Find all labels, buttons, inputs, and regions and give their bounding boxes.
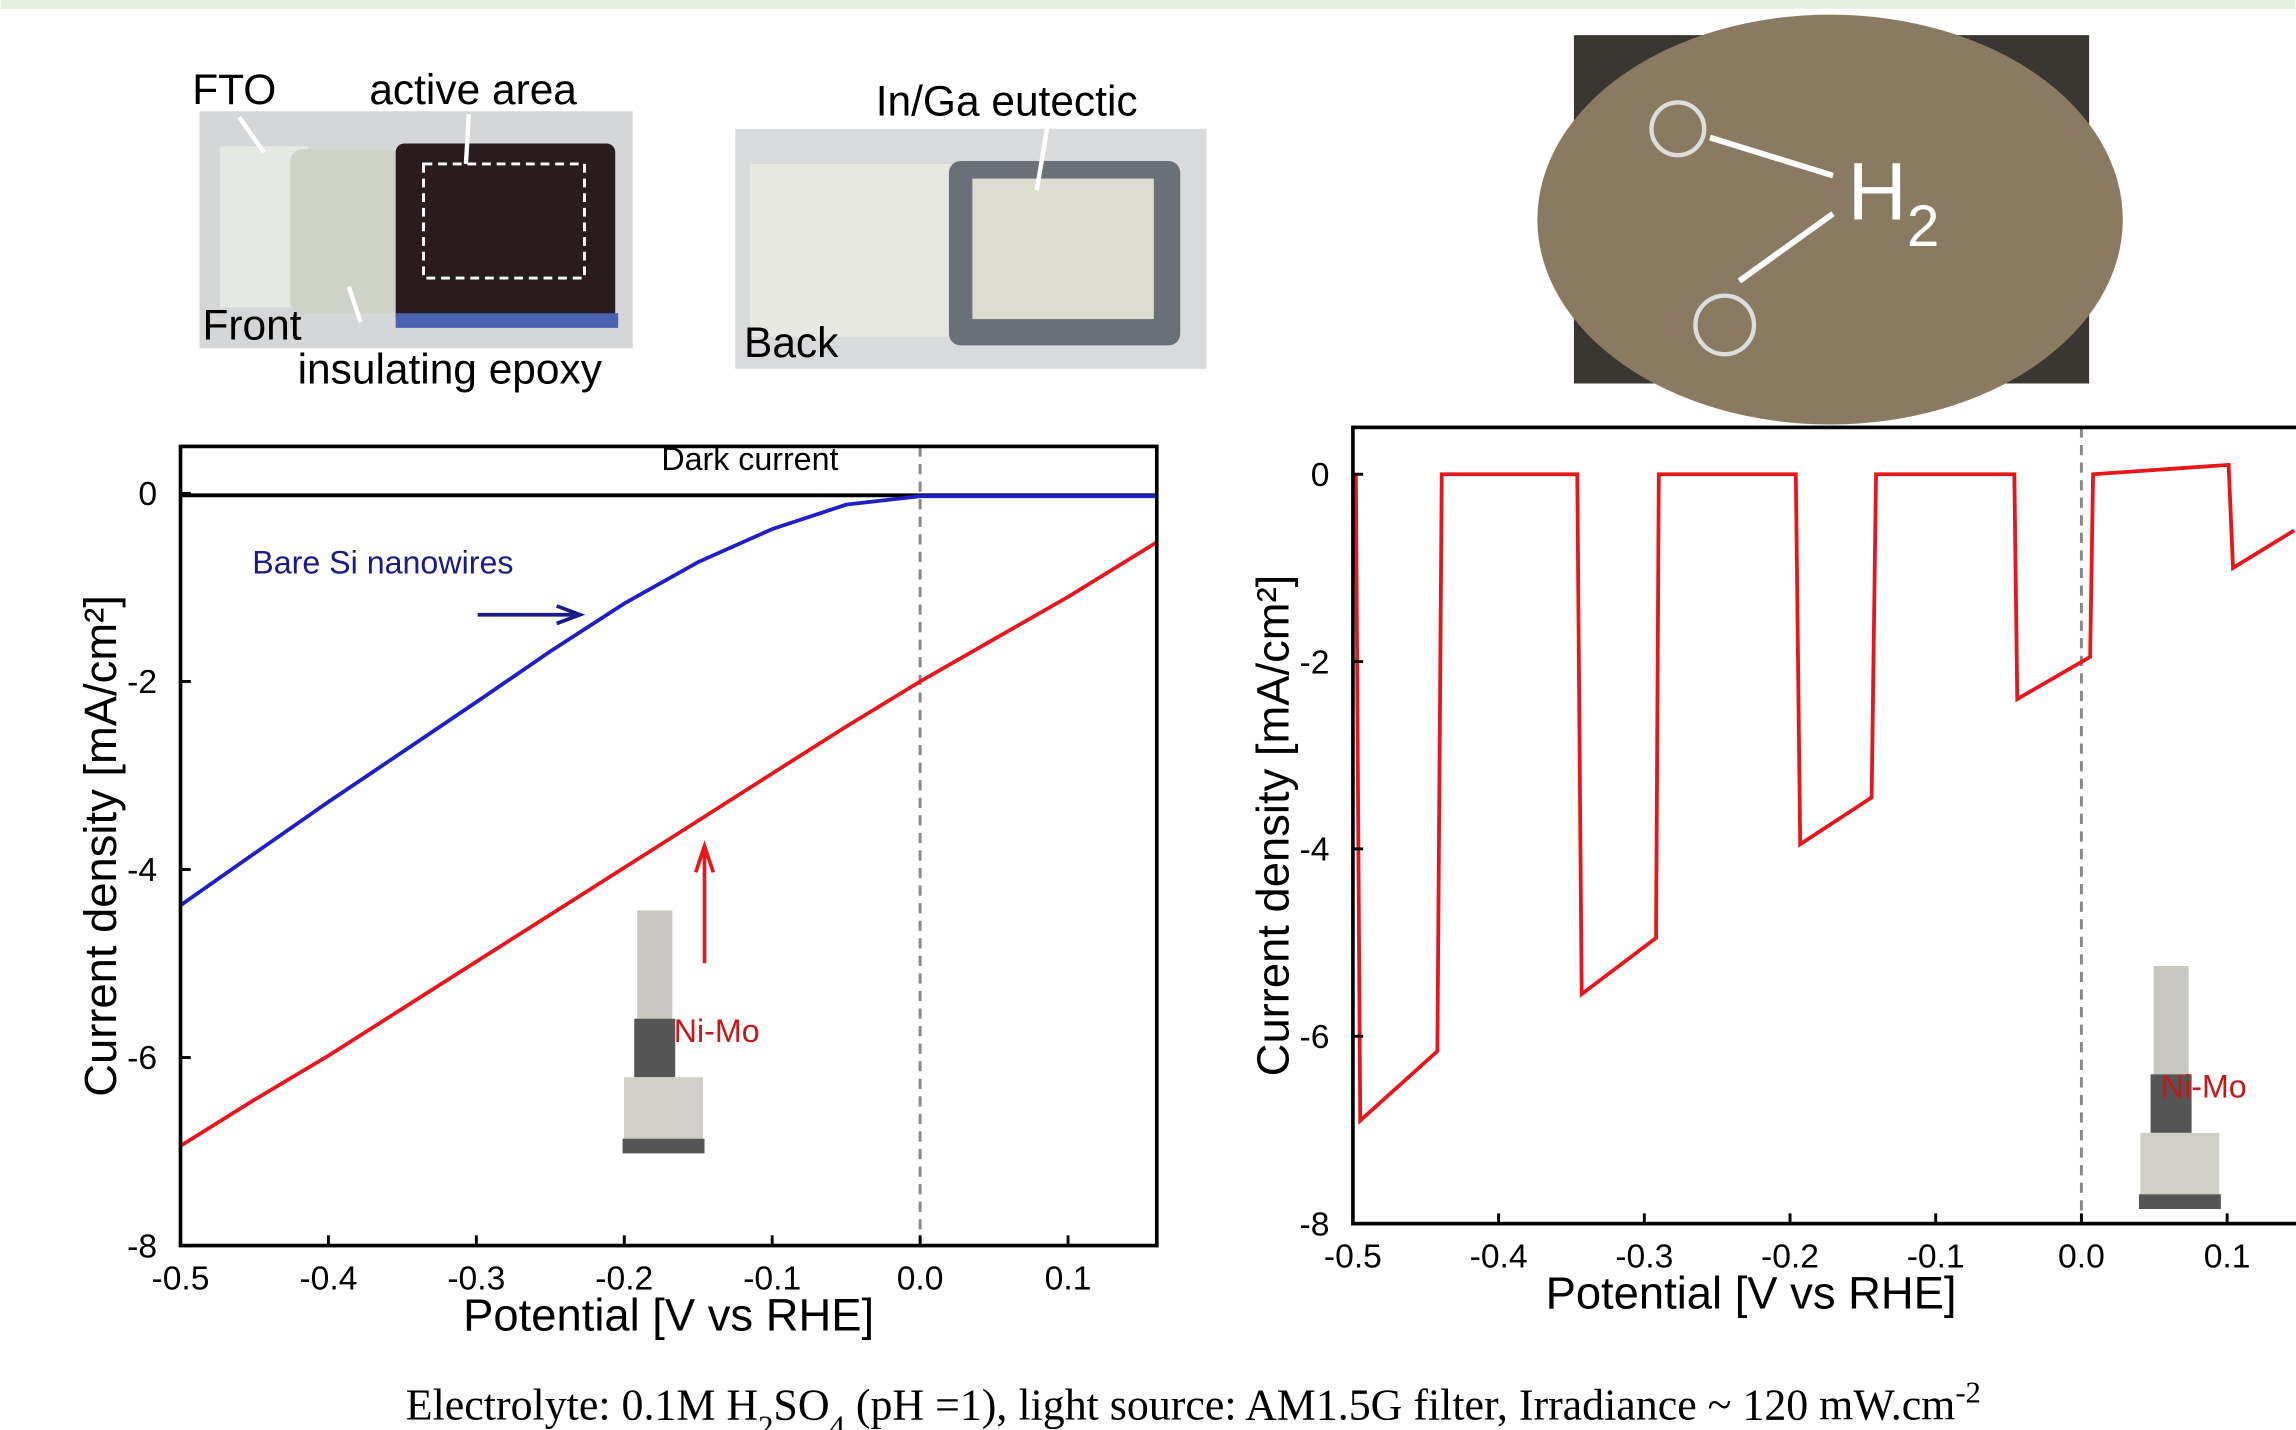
y-tick-label: 0 (1311, 457, 1330, 494)
x-tick-label: -0.4 (299, 1260, 357, 1297)
annotation: Ni-Mo (2161, 1069, 2247, 1105)
caption-part: (pH =1), light source: AM1.5G filter, Ir… (845, 1382, 1955, 1430)
caption-part: 4 (830, 1410, 845, 1430)
y-tick-label: -6 (127, 1040, 157, 1077)
x-tick-label: 0.0 (2058, 1239, 2105, 1276)
photo-label: insulating epoxy (298, 345, 603, 392)
x-tick-label: -0.5 (152, 1260, 210, 1297)
top-band (0, 0, 2295, 9)
arrow (696, 846, 714, 963)
x-tick-label: 0.1 (1045, 1260, 1092, 1297)
bubble-label-main: H (1848, 147, 1907, 238)
y-axis-label: Current density [mA/cm²] (1248, 575, 1299, 1077)
annotation: Dark current (661, 441, 838, 477)
y-tick-label: -4 (127, 852, 157, 889)
photo-label: FTO (192, 66, 276, 113)
annotation: Bare Si nanowires (252, 545, 513, 581)
x-tick-label: 0.1 (2204, 1239, 2251, 1276)
y-tick-label: -8 (127, 1228, 157, 1265)
caption-part: SO (773, 1382, 829, 1430)
photo-bubbles (1537, 15, 2122, 425)
series-line (1356, 465, 2294, 1121)
bubble-label-sub: 2 (1907, 194, 1940, 259)
y-tick-label: -6 (1300, 1019, 1330, 1056)
y-tick-label: 0 (138, 476, 157, 513)
photo-label: Back (744, 319, 839, 366)
arrow (478, 606, 580, 624)
x-axis-label: Potential [V vs RHE] (463, 1289, 874, 1340)
x-tick-label: 0.0 (897, 1260, 944, 1297)
caption-part: -2 (1955, 1376, 1981, 1410)
photo-label: In/Ga eutectic (876, 78, 1138, 125)
y-tick-label: -8 (1300, 1206, 1330, 1243)
y-axis-label: Current density [mA/cm²] (75, 595, 126, 1097)
slide: FTO active area Front insulating epoxy I… (0, 0, 2296, 1430)
y-tick-label: -2 (127, 664, 157, 701)
photo-label: Front (202, 302, 301, 349)
x-tick-label: -0.4 (1470, 1239, 1528, 1276)
x-tick-label: -0.5 (1324, 1239, 1382, 1276)
y-tick-label: -4 (1300, 832, 1330, 869)
y-tick-label: -2 (1300, 644, 1330, 681)
x-axis-label: Potential [V vs RHE] (1546, 1268, 1957, 1319)
caption: Electrolyte: 0.1M H2SO4 (pH =1), light s… (406, 1376, 1981, 1430)
photo-label: active area (369, 66, 577, 113)
caption-part: Electrolyte: 0.1M H (406, 1382, 758, 1430)
caption-part: 2 (758, 1410, 773, 1430)
annotation: Ni-Mo (674, 1013, 760, 1049)
